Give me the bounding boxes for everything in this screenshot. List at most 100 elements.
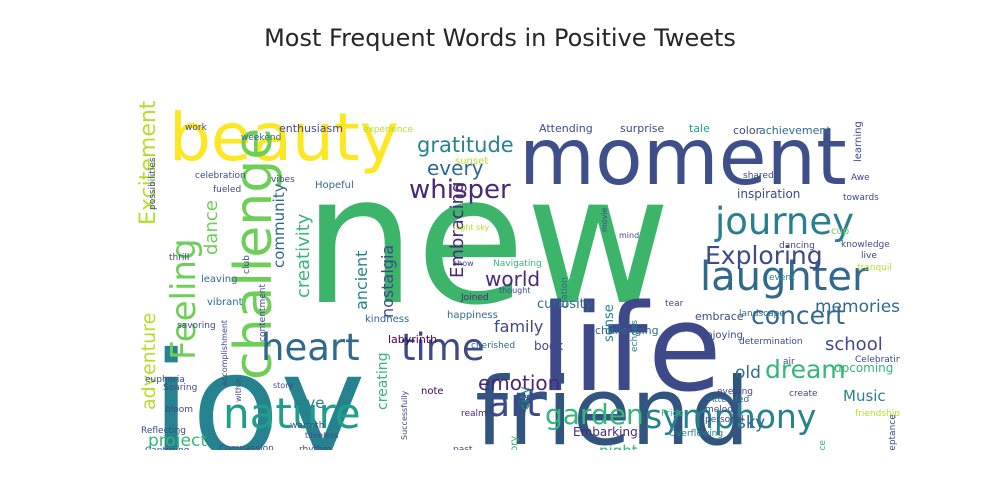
word-curiosity: curiosity [537,297,593,312]
word-inspiration: inspiration [737,187,800,201]
word-music: Music [843,387,886,405]
word-friend: friend [475,358,750,450]
word-whisper: whisper [409,175,511,205]
word-euphoria: euphoria [145,375,185,385]
word-air: air [783,357,795,367]
word-sky: sky [737,413,765,433]
word-bloom: bloom [165,405,193,415]
word-time: time [401,326,485,369]
word-capturing: Capturing [145,446,189,450]
word-labyrinth: labyrinth [388,333,437,346]
word-reflecting: Reflecting [141,426,186,436]
wordcloud-canvas: new joy friend life moment beauty nature challe… [125,60,900,450]
wordcloud-title: Most Frequent Words in Positive Tweets [264,24,736,52]
word-ancient: ancient [352,251,371,310]
word-enthusiasm: enthusiasm [279,122,343,135]
word-masterpiece: masterpiece [818,440,828,450]
word-color: color [733,124,761,137]
word-event: event [769,273,795,283]
word-towards: towards [843,193,879,203]
word-echoes: echoes [630,320,640,352]
word-upcoming: upcoming [834,361,893,375]
word-project: project [148,431,207,450]
word-dream: dream [765,355,846,384]
word-determination: determination [739,337,803,347]
word-weekend: weekend [241,133,281,143]
word-enjoying: Enjoying [700,330,743,341]
word-thrill: thrill [169,253,189,263]
word-emotion: emotion [478,371,560,395]
word-garden: garden [545,398,644,431]
word-fueled: fueled [213,185,241,195]
word-community: community [270,183,288,268]
word-new: new [303,137,671,344]
word-sense: sense [602,304,617,342]
word-experience: experience [363,125,413,135]
word-moment: moment [519,113,847,203]
word-creating: creating [375,353,391,410]
word-overflowing: Overflowing [669,429,723,439]
word-challenge: challenge [224,128,284,380]
word-contentment: contentment [258,284,268,342]
word-achievement: achievement [759,124,831,137]
word-tear: tear [665,299,684,309]
word-warmth: warmth [290,421,324,431]
word-embracing: Embracing [447,182,468,279]
word-cherished: cherished [471,341,515,351]
word-creativity: creativity [293,213,314,298]
word-embrace: embrace [695,310,744,323]
word-realm: realm [461,409,487,419]
word-savoring: savoring [177,321,216,331]
word-joy: joy [148,322,366,450]
word-awe: Awe [851,173,870,183]
word-happiness: happiness [447,310,498,321]
word-laughter: laughter [700,254,869,300]
word-love: love [293,394,324,412]
word-rhythm: rhythm [299,445,332,450]
word-dance: dance [201,200,222,255]
word-kindness: kindness [365,314,409,325]
word-landscape: landscape [739,309,785,319]
word-work: work [185,123,208,133]
word-cup: cup [831,226,849,237]
word-pride: Pride [661,409,684,419]
word-victory: victory [509,436,520,450]
word-accomplishment: accomplishment [220,320,229,386]
word-sunset: sunset [455,156,488,167]
word-world: world [485,267,540,291]
word-soaring: Soaring [163,383,197,393]
word-club: club [242,255,252,274]
word-vibrant: vibrant [207,297,243,308]
word-hopeful: Hopeful [315,180,354,191]
word-dancing: dancing [779,241,815,251]
word-memories: memories [815,297,900,317]
word-within: within [234,378,243,402]
word-exploring: Exploring [705,241,823,270]
word-finding-acceptance: finding acceptance [888,414,898,450]
word-tranquil: tranquil [857,263,892,273]
word-past: past [453,445,473,450]
word-personal: personal [705,415,744,425]
word-movie: movie [600,207,609,232]
word-surprise: surprise [620,122,665,135]
word-leaving: leaving [201,274,237,285]
word-compassion: Compassion [219,444,274,450]
word-adventure: adventure [138,313,160,410]
word-challenging: challenging [595,324,659,337]
word-celebrating: Celebrating [855,355,900,365]
word-excitement: Excitement [136,100,161,225]
word-attending: Attending [539,122,593,135]
word-show: show [453,259,474,268]
word-school: school [825,334,883,355]
word-old: old [735,363,761,383]
word-possibilities: possibilities [148,157,158,210]
word-art: art [487,381,541,425]
word-melody: melody [705,405,739,415]
word-nature: nature [223,389,361,438]
word-story: story [273,381,293,390]
word-every: every [427,156,484,180]
word-mind: mind [619,231,639,240]
word-night-sky: night sky [453,223,490,232]
word-timeless: timeless [305,431,339,440]
